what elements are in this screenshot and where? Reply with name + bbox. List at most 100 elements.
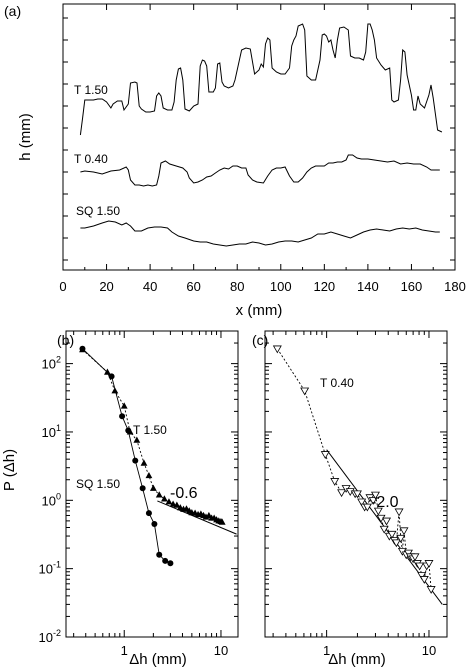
panel-b-point-triangle	[149, 484, 157, 491]
panel-a-ticks: 0 20 40 60 80 100 120 140 160 180	[59, 4, 466, 294]
panel-c-point-triangle-open	[410, 553, 420, 562]
panel-b-ticks: 1 10 102 101 100 10-1 10-2	[39, 330, 238, 658]
panel-a: (a) 0 20 40 60 80 100 120 140 160 180 T 1.50 T 0.4…	[4, 3, 466, 319]
profile-line-1	[80, 154, 440, 187]
panel-c-point-triangle-open	[417, 572, 427, 580]
panel-a-series-labels: T 1.50 T 0.40 SQ 1.50	[74, 83, 120, 218]
panel-b-ylabel: P (Δh)	[1, 449, 18, 491]
panel-b-xtick-label: 10	[214, 643, 228, 658]
panel-c-point-triangle-open	[362, 503, 372, 512]
panel-c-point-triangle-open	[337, 489, 347, 498]
panel-c-point-triangle-open	[403, 549, 413, 558]
panel-c-frame	[264, 330, 448, 638]
panel-a-xtick-label: 160	[401, 279, 423, 294]
panel-b-point-circle	[162, 557, 169, 564]
panel-b-xtick-label: 1	[121, 643, 128, 658]
panel-b-point-triangle	[155, 491, 163, 498]
panel-c-point-triangle-open	[370, 491, 380, 500]
panel-c-slope-annotation: -2.0	[371, 494, 399, 511]
panel-b-series-label-1: SQ 1.50	[76, 477, 120, 491]
profile-label-2: SQ 1.50	[76, 204, 120, 218]
profile-label-0: T 1.50	[74, 83, 108, 97]
panel-c-point-triangle-open	[368, 497, 378, 505]
panel-c-ticks: 1 10	[265, 330, 447, 658]
panel-b-point-circle	[151, 521, 158, 528]
panel-c-point-triangle-open	[399, 527, 409, 536]
panel-c-point-triangle-open	[330, 478, 340, 486]
panel-a-xlabel: x (mm)	[236, 302, 283, 319]
panel-c-point-triangle-open	[419, 576, 429, 584]
panel-b-point-triangle	[165, 498, 173, 505]
panel-b-point-triangle	[218, 518, 226, 525]
panel-b-slope-annotation: -0.6	[170, 485, 198, 502]
panel-c-xtick-label: 10	[422, 643, 436, 658]
panel-a-xtick-label: 80	[230, 279, 244, 294]
panel-b-point-triangle	[145, 471, 153, 479]
panel-c-point-triangle-open	[424, 560, 434, 568]
panel-c-point-triangle-open	[357, 498, 367, 507]
panel-b-series-line-1	[82, 348, 171, 564]
panel-c-xtick-label: 1	[323, 643, 330, 658]
profile-line-0	[79, 23, 443, 136]
panel-b-point-circle	[108, 373, 115, 380]
profile-label-1: T 0.40	[74, 152, 108, 166]
panel-c-point-triangle-open	[320, 451, 330, 459]
panel-b-ytick-label: 102	[42, 355, 61, 372]
panel-a-xtick-label: 100	[270, 279, 292, 294]
panel-b-xlabel: Δh (mm)	[129, 651, 187, 668]
panel-b-point-circle	[145, 510, 152, 517]
panel-a-xtick-label: 60	[186, 279, 200, 294]
panel-b-ytick-label: 101	[42, 423, 61, 440]
panel-b-point-triangle	[169, 500, 177, 507]
panel-a-ylabel: h (mm)	[17, 113, 34, 161]
panel-b-ytick-label: 10-1	[39, 560, 61, 577]
panel-b-point-circle	[119, 413, 126, 420]
panel-c-point-triangle-open	[396, 534, 406, 543]
panel-b-point-triangle	[133, 436, 141, 443]
panel-b-fit-line	[157, 500, 237, 535]
panel-b-point-circle	[156, 551, 163, 558]
panel-a-xtick-label: 40	[143, 279, 157, 294]
panel-b-point-triangle	[173, 501, 181, 508]
panel-b-point-triangle	[120, 402, 128, 409]
panel-a-xtick-label: 0	[59, 279, 66, 294]
panel-a-label: (a)	[4, 3, 21, 19]
panel-a-xtick-label: 20	[99, 279, 113, 294]
panel-b-plot: T 1.50 SQ 1.50 -0.6	[76, 345, 237, 567]
panel-c-point-triangle-open	[391, 539, 401, 548]
panel-c-point-triangle-open	[382, 517, 392, 526]
panel-b-ytick-label: 10-2	[39, 628, 61, 645]
panel-b-point-circle	[125, 427, 132, 434]
panel-c-point-triangle-open	[394, 508, 404, 517]
panel-b-point-triangle	[104, 368, 111, 375]
panel-b-point-circle	[132, 457, 139, 464]
panel-b-point-triangle	[160, 495, 168, 502]
panel-b-series-label-0: T 1.50	[133, 423, 167, 437]
panel-c-point-triangle-open	[387, 530, 397, 539]
profile-line-2	[80, 220, 440, 247]
panel-c-point-triangle-open	[272, 345, 282, 354]
panel-b-ytick-label: 100	[42, 491, 61, 508]
panel-a-frame	[62, 3, 456, 271]
panel-c-point-triangle-open	[300, 387, 310, 396]
panel-c-point-triangle-open	[352, 490, 362, 499]
panel-b-point-circle	[139, 485, 146, 492]
panel-b-point-triangle	[140, 459, 148, 466]
panel-c: (c) 1 10 T 0.40 -2.0 Δh (mm)	[252, 330, 448, 668]
panel-c-xlabel: Δh (mm)	[328, 651, 386, 668]
panel-c-series-label-0: T 0.40	[320, 376, 354, 390]
panel-b-point-circle	[79, 345, 86, 352]
panel-c-point-triangle-open	[415, 562, 425, 571]
panel-a-profiles	[79, 23, 443, 247]
panel-b-point-circle	[167, 560, 174, 567]
panel-c-point-triangle-open	[379, 525, 389, 534]
panel-c-point-triangle-open	[373, 507, 383, 516]
panel-a-xtick-label: 180	[444, 279, 466, 294]
panel-b-frame	[65, 330, 239, 638]
panel-c-point-triangle-open	[426, 586, 436, 594]
panel-a-xtick-label: 120	[313, 279, 335, 294]
panel-c-label: (c)	[252, 332, 268, 348]
panel-a-xtick-label: 140	[357, 279, 379, 294]
